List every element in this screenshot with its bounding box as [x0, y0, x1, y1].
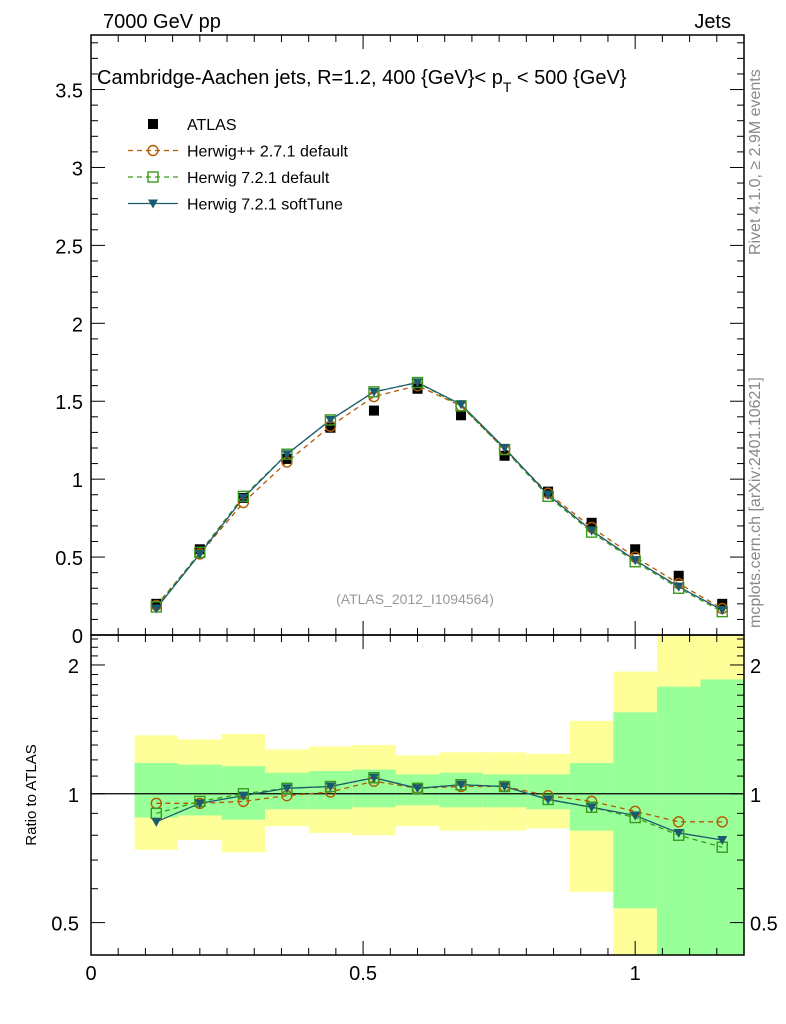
ratio-point — [150, 797, 163, 810]
ratio-point — [151, 817, 162, 827]
ratio-y-tick-label: 1 — [68, 785, 79, 807]
data-point — [673, 570, 684, 581]
legend-label: Herwig++ 2.7.1 default — [187, 144, 349, 161]
data-point — [151, 604, 162, 614]
ratio-series-line — [156, 780, 723, 823]
analysis-watermark: (ATLAS_2012_I1094564) — [336, 591, 494, 607]
data-point — [673, 582, 684, 592]
ratio-ylabel: Ratio to ATLAS — [23, 744, 40, 845]
inner-band-bin — [134, 763, 179, 818]
legend-marker — [148, 119, 158, 129]
legend-marker — [147, 171, 159, 183]
ratio-point — [499, 782, 510, 792]
data-point — [456, 400, 467, 410]
ratio-y-tick-label-right: 1 — [750, 785, 761, 807]
ratio-series-line — [156, 777, 723, 841]
header-right: Jets — [694, 11, 731, 33]
y-tick-label: 3.5 — [55, 81, 83, 103]
ratio-point — [368, 773, 379, 783]
ratio-y-tick-label-right: 2 — [750, 656, 761, 678]
data-point — [412, 383, 423, 394]
data-point — [499, 450, 510, 461]
data-point — [543, 490, 554, 500]
plot-title-tail: < 500 {GeV} — [511, 67, 626, 89]
x-tick-label: 0 — [85, 963, 96, 985]
ratio-point — [238, 791, 249, 801]
axes-layer: 0 0.5 1 1.5 2 2.5 3 3.5 0 0.5 1 0.5 0.5 1 1 2 2 — [51, 35, 778, 985]
y-tick-label: 0.5 — [55, 548, 83, 570]
data-point — [368, 405, 379, 416]
y-tick-label: 2.5 — [55, 236, 83, 258]
mcplots-label: mcplots.cern.ch [arXiv:2401.10621] — [747, 377, 764, 628]
y-tick-label: 3 — [72, 158, 83, 180]
series-line — [155, 381, 723, 611]
legend: ATLAS Herwig++ 2.7.1 default Herwig 7.2.1 … — [128, 117, 349, 214]
ratio-point — [716, 816, 728, 828]
legend-marker — [147, 144, 159, 157]
ratio-y-tick-label: 0.5 — [51, 914, 79, 936]
data-point — [456, 410, 467, 421]
ratio-point — [586, 803, 597, 813]
data-point — [630, 544, 641, 555]
y-tick-label: 2 — [72, 314, 83, 336]
ratio-point — [673, 828, 684, 838]
ratio-point — [194, 799, 205, 809]
plot-title-sub: T — [503, 79, 512, 95]
x-tick-label: 0.5 — [349, 963, 377, 985]
data-point — [412, 378, 423, 388]
ratio-point — [673, 816, 685, 828]
top-series-layer — [150, 376, 728, 618]
ratio-series-line — [156, 777, 723, 848]
ratio-point — [456, 780, 467, 790]
data-point — [499, 443, 510, 453]
ratio-point — [412, 784, 423, 794]
plot-title: Cambridge-Aachen jets, R=1.2, 400 {GeV}<… — [97, 67, 627, 95]
y-tick-label: 0 — [72, 626, 83, 648]
legend-label: Herwig 7.2.1 default — [187, 170, 330, 187]
data-point — [238, 493, 249, 503]
series-line — [155, 384, 723, 610]
legend-label: ATLAS — [187, 117, 237, 134]
data-point — [281, 450, 292, 460]
ratio-point — [630, 811, 641, 821]
data-point — [325, 422, 336, 433]
legend-label: Herwig 7.2.1 softTune — [187, 197, 343, 214]
data-point — [368, 387, 379, 397]
ratio-y-tick-label-right: 0.5 — [750, 914, 778, 936]
x-tick-label: 1 — [630, 963, 641, 985]
ratio-point — [717, 835, 728, 845]
y-tick-label: 1 — [72, 470, 83, 492]
header-left: 7000 GeV pp — [103, 11, 221, 33]
data-point — [194, 549, 205, 559]
rivet-version-label: Rivet 4.1.0, ≥ 2.9M events — [747, 69, 764, 255]
data-point — [630, 556, 641, 566]
ratio-y-tick-label: 2 — [68, 656, 79, 678]
inner-band-bin — [613, 712, 657, 909]
data-point — [325, 415, 336, 425]
data-point — [717, 606, 728, 616]
ratio-point — [543, 795, 554, 805]
ratio-point — [281, 784, 292, 794]
legend-marker — [148, 199, 158, 209]
inner-band-bin — [656, 686, 701, 955]
plot-title-main: Cambridge-Aachen jets, R=1.2, 400 {GeV}<… — [97, 67, 503, 89]
data-point — [151, 598, 162, 609]
data-point — [586, 526, 597, 536]
ratio-series-layer — [150, 772, 728, 853]
ratio-point — [325, 782, 336, 792]
y-tick-label: 1.5 — [55, 392, 83, 414]
